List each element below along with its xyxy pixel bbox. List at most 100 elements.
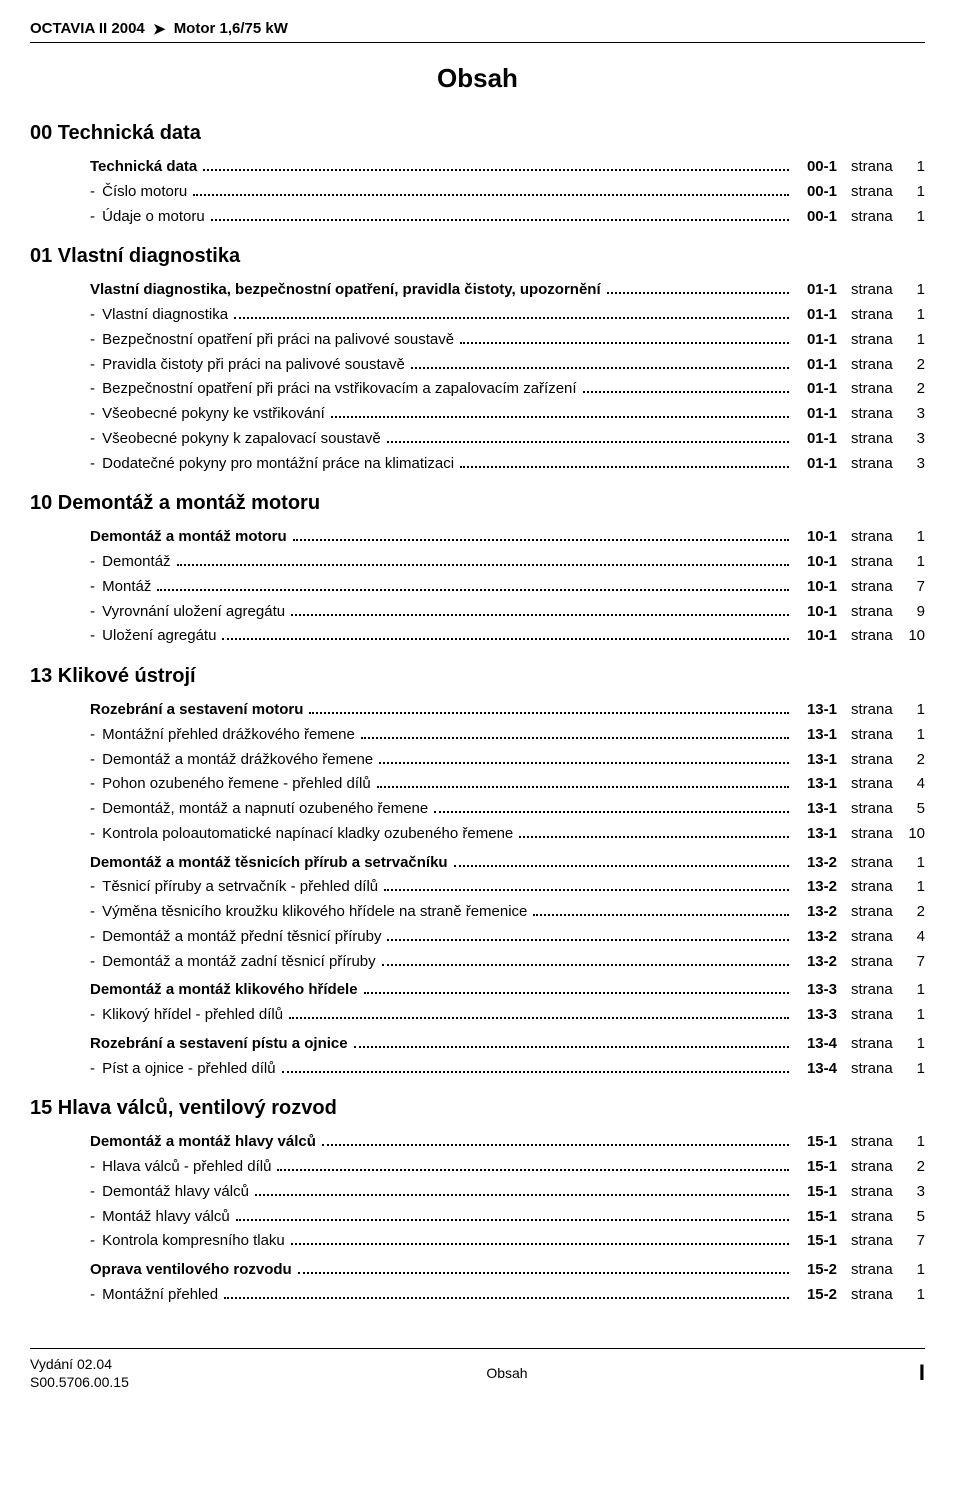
toc-label: Vlastní diagnostika, bezpečnostní opatře… bbox=[90, 278, 601, 303]
toc-code: 13-3 bbox=[795, 978, 837, 1003]
toc-code: 10-1 bbox=[795, 550, 837, 575]
toc-page: 9 bbox=[901, 600, 925, 625]
toc-row: - Údaje o motoru00-1strana1 bbox=[90, 205, 925, 230]
toc-row: Technická data00-1strana1 bbox=[90, 155, 925, 180]
toc-row: Demontáž a montáž těsnicích přírub a set… bbox=[90, 851, 925, 876]
toc-leader bbox=[177, 552, 789, 566]
toc-page: 5 bbox=[901, 797, 925, 822]
toc-label: - Demontáž, montáž a napnutí ozubeného ř… bbox=[90, 797, 428, 822]
dash-icon: - bbox=[90, 306, 99, 323]
toc-page: 1 bbox=[901, 698, 925, 723]
toc-leader bbox=[434, 799, 789, 813]
toc-strana-label: strana bbox=[851, 748, 901, 773]
toc-label-text: Demontáž hlavy válců bbox=[102, 1183, 249, 1200]
toc-label-text: Demontáž a montáž hlavy válců bbox=[90, 1133, 316, 1150]
toc-code: 13-3 bbox=[795, 1003, 837, 1028]
toc-label-text: Demontáž a montáž zadní těsnicí příruby bbox=[102, 953, 375, 970]
toc-label-text: Technická data bbox=[90, 158, 197, 175]
toc-label-text: Údaje o motoru bbox=[102, 208, 205, 225]
toc-row: Oprava ventilového rozvodu15-2strana1 bbox=[90, 1258, 925, 1283]
page-footer: Vydání 02.04 S00.5706.00.15 Obsah I bbox=[30, 1348, 925, 1391]
dash-icon: - bbox=[90, 430, 99, 447]
toc-strana-label: strana bbox=[851, 550, 901, 575]
toc-label: - Vyrovnání uložení agregátu bbox=[90, 600, 285, 625]
toc-leader bbox=[291, 602, 789, 616]
toc-page: 2 bbox=[901, 353, 925, 378]
toc-label-text: Montážní přehled drážkového řemene bbox=[102, 726, 355, 743]
dash-icon: - bbox=[90, 331, 99, 348]
toc-label-text: Demontáž bbox=[102, 553, 170, 570]
arrow-right-icon: ➤ bbox=[153, 20, 166, 38]
toc-strana-label: strana bbox=[851, 402, 901, 427]
toc-label-text: Vyrovnání uložení agregátu bbox=[102, 603, 285, 620]
toc-label-text: Pohon ozubeného řemene - přehled dílů bbox=[102, 775, 371, 792]
toc-page: 1 bbox=[901, 978, 925, 1003]
toc-label: - Číslo motoru bbox=[90, 180, 187, 205]
toc-group: Vlastní diagnostika, bezpečnostní opatře… bbox=[30, 278, 925, 476]
toc-code: 15-1 bbox=[795, 1130, 837, 1155]
toc-code: 01-1 bbox=[795, 427, 837, 452]
toc-row: - Výměna těsnicího kroužku klikového hří… bbox=[90, 900, 925, 925]
toc-code: 00-1 bbox=[795, 155, 837, 180]
toc-label-text: Kontrola kompresního tlaku bbox=[102, 1232, 285, 1249]
toc-strana-label: strana bbox=[851, 1205, 901, 1230]
footer-left: Vydání 02.04 S00.5706.00.15 bbox=[30, 1355, 129, 1391]
toc-leader bbox=[222, 626, 789, 640]
toc-strana-label: strana bbox=[851, 1032, 901, 1057]
dash-icon: - bbox=[90, 1158, 99, 1175]
page-title: Obsah bbox=[30, 63, 925, 94]
toc-page: 2 bbox=[901, 1155, 925, 1180]
table-of-contents: 00 Technická dataTechnická data00-1stran… bbox=[30, 122, 925, 1308]
toc-strana-label: strana bbox=[851, 950, 901, 975]
footer-center: Obsah bbox=[129, 1365, 885, 1381]
toc-page: 1 bbox=[901, 875, 925, 900]
toc-label: - Demontáž bbox=[90, 550, 171, 575]
toc-code: 01-1 bbox=[795, 353, 837, 378]
toc-row: - Montážní přehled drážkového řemene13-1… bbox=[90, 723, 925, 748]
toc-code: 15-1 bbox=[795, 1155, 837, 1180]
toc-page: 1 bbox=[901, 1130, 925, 1155]
toc-code: 00-1 bbox=[795, 180, 837, 205]
toc-row: - Montáž10-1strana7 bbox=[90, 575, 925, 600]
toc-strana-label: strana bbox=[851, 575, 901, 600]
toc-leader bbox=[255, 1182, 789, 1196]
toc-leader bbox=[382, 952, 789, 966]
toc-leader bbox=[411, 355, 789, 369]
toc-page: 3 bbox=[901, 1180, 925, 1205]
toc-leader bbox=[519, 824, 789, 838]
toc-label-text: Demontáž a montáž drážkového řemene bbox=[102, 751, 373, 768]
toc-row: - Demontáž a montáž drážkového řemene13-… bbox=[90, 748, 925, 773]
toc-label: - Montáž hlavy válců bbox=[90, 1205, 230, 1230]
toc-label-text: Demontáž a montáž motoru bbox=[90, 528, 287, 545]
toc-row: - Montáž hlavy válců15-1strana5 bbox=[90, 1205, 925, 1230]
toc-strana-label: strana bbox=[851, 1258, 901, 1283]
toc-label: - Hlava válců - přehled dílů bbox=[90, 1155, 271, 1180]
toc-leader bbox=[460, 454, 789, 468]
toc-page: 7 bbox=[901, 1229, 925, 1254]
dash-icon: - bbox=[90, 1060, 99, 1077]
toc-strana-label: strana bbox=[851, 205, 901, 230]
toc-strana-label: strana bbox=[851, 278, 901, 303]
toc-leader bbox=[282, 1059, 789, 1073]
toc-label-text: Píst a ojnice - přehled dílů bbox=[102, 1060, 275, 1077]
toc-group: Rozebrání a sestavení pístu a ojnice13-4… bbox=[30, 1032, 925, 1082]
toc-label: Demontáž a montáž motoru bbox=[90, 525, 287, 550]
dash-icon: - bbox=[90, 825, 99, 842]
toc-leader bbox=[309, 700, 789, 714]
toc-code: 13-2 bbox=[795, 851, 837, 876]
toc-page: 4 bbox=[901, 772, 925, 797]
toc-code: 13-1 bbox=[795, 748, 837, 773]
toc-label: Rozebrání a sestavení motoru bbox=[90, 698, 303, 723]
toc-label: Oprava ventilového rozvodu bbox=[90, 1258, 292, 1283]
toc-strana-label: strana bbox=[851, 797, 901, 822]
toc-code: 01-1 bbox=[795, 377, 837, 402]
toc-strana-label: strana bbox=[851, 1003, 901, 1028]
dash-icon: - bbox=[90, 553, 99, 570]
dash-icon: - bbox=[90, 208, 99, 225]
toc-label-text: Rozebrání a sestavení pístu a ojnice bbox=[90, 1035, 348, 1052]
toc-strana-label: strana bbox=[851, 723, 901, 748]
toc-strana-label: strana bbox=[851, 328, 901, 353]
toc-code: 13-2 bbox=[795, 875, 837, 900]
page: OCTAVIA II 2004 ➤ Motor 1,6/75 kW Obsah … bbox=[0, 0, 960, 1411]
toc-leader bbox=[277, 1157, 789, 1171]
